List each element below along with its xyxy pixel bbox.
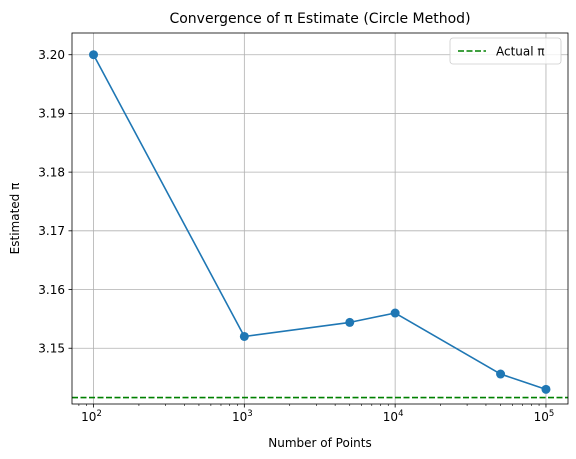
data-point [541,384,551,394]
y-axis-label: Estimated π [8,183,22,255]
grid [72,33,568,404]
legend-box [449,37,562,65]
plot-area [72,33,568,404]
data-point [345,317,355,327]
data-point [239,331,249,341]
y-tick-label: 3.18 [38,165,65,179]
y-tick-label: 3.16 [38,283,65,297]
y-tick-label: 3.17 [38,224,65,238]
x-tick-label: 105 [534,409,555,424]
y-tick-label: 3.15 [38,342,65,356]
series [89,50,551,394]
x-tick-label: 104 [383,409,404,424]
y-tick-label: 3.20 [38,48,65,62]
x-axis-label: Number of Points [268,436,371,450]
legend-label-actual-pi: Actual π [496,45,545,59]
series-line [92,54,547,391]
y-tick-label: 3.19 [38,107,65,121]
legend: Actual π [449,37,562,65]
ticks: 102 103 104 105 3.15 3.16 3.17 3.18 3.19 3.20 [38,48,554,424]
x-tick-label: 102 [81,409,102,424]
x-tick-label: 103 [232,409,253,424]
data-point [89,50,99,60]
plot-frame [71,32,569,405]
data-point [496,369,506,379]
data-point [390,308,400,318]
chart-title: Convergence of π Estimate (Circle Method… [169,11,470,27]
